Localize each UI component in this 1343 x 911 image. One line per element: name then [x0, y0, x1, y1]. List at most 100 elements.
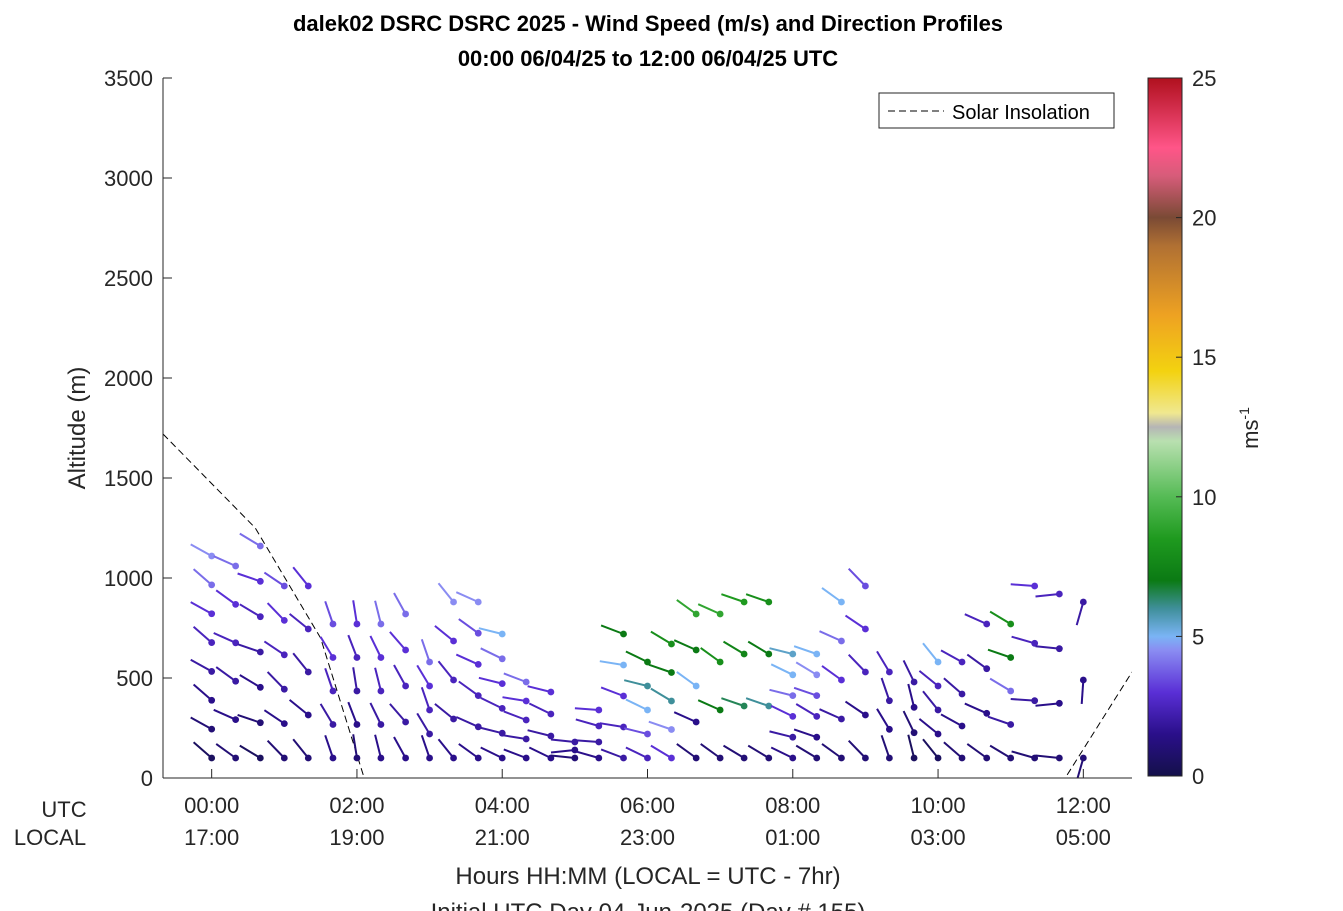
barb-point: [498, 680, 506, 687]
barb-point: [934, 754, 942, 762]
barb-shaft: [847, 654, 867, 673]
barb-shaft: [527, 729, 552, 737]
barb-shaft: [393, 736, 407, 759]
barb-shaft: [503, 710, 527, 721]
colorbar-ticks: 0 5 10 15 20 25: [1176, 66, 1216, 789]
barb-shaft: [263, 709, 285, 725]
barb-shaft: [455, 653, 479, 666]
barb-point: [498, 754, 506, 762]
wind-barbs: [190, 532, 1087, 778]
barb-shaft: [352, 734, 358, 759]
barb-point: [620, 661, 627, 669]
x-tick-label-local: 01:00: [765, 825, 820, 850]
barb-point: [522, 678, 530, 686]
y-tick-label: 1500: [104, 466, 153, 491]
barb-point: [256, 754, 264, 762]
barb-shaft: [192, 626, 213, 644]
barb-shaft: [239, 744, 261, 759]
barb-point: [862, 668, 869, 676]
barb-shaft: [478, 726, 503, 735]
x-tick-label-utc: 00:00: [184, 793, 239, 818]
barb-shaft: [600, 624, 624, 635]
barb-shaft: [989, 610, 1012, 625]
barb-shaft: [880, 734, 891, 759]
barb-shaft: [966, 653, 988, 670]
barb-shaft: [420, 686, 431, 711]
barb-point: [692, 718, 700, 726]
barb-shaft: [697, 603, 721, 615]
barb-point: [304, 711, 312, 719]
barb-point: [304, 754, 312, 762]
barb-point: [426, 682, 433, 690]
barb-shaft: [575, 750, 600, 759]
y-tick-label: 500: [116, 666, 153, 691]
barb-point: [983, 665, 991, 673]
barb-point: [256, 577, 264, 585]
barb-point: [644, 706, 651, 714]
barb-shaft: [369, 635, 382, 658]
barb-point: [595, 754, 603, 762]
barb-shaft: [987, 648, 1012, 659]
barb-point: [765, 702, 773, 710]
barb-point: [256, 683, 264, 691]
colorbar-tick-label: 5: [1192, 624, 1204, 649]
barb-shaft: [1035, 593, 1060, 598]
barb-shaft: [374, 600, 382, 625]
barb-shaft: [721, 593, 745, 603]
barb-point: [885, 668, 893, 676]
barb-shaft: [458, 743, 479, 759]
barb-point: [910, 678, 918, 686]
barb-point: [692, 682, 700, 690]
barb-shaft: [389, 631, 407, 651]
barb-shaft: [239, 532, 261, 547]
barb-shaft: [650, 630, 672, 645]
barb-point: [644, 682, 651, 690]
barb-point: [838, 637, 845, 645]
barb-point: [692, 610, 700, 618]
barb-shaft: [648, 720, 672, 731]
barb-shaft: [943, 741, 963, 759]
barb-shaft: [455, 591, 479, 603]
barb-shaft: [478, 627, 503, 635]
barb-shaft: [266, 602, 286, 622]
barb-point: [571, 754, 579, 762]
barb-shaft: [434, 625, 455, 642]
barb-shaft: [902, 659, 915, 683]
barb-point: [208, 581, 216, 589]
barb-shaft: [964, 613, 988, 625]
barb-shaft: [940, 649, 963, 663]
barb-shaft: [821, 587, 843, 603]
barb-point: [668, 726, 675, 733]
barb-point: [838, 598, 845, 606]
barb-shaft: [844, 700, 866, 716]
barb-shaft: [1011, 635, 1035, 645]
barb-point: [208, 668, 216, 675]
barb-shaft: [648, 663, 672, 674]
barb-point: [280, 651, 288, 659]
barb-shaft: [847, 568, 867, 587]
x-tick-label-utc: 08:00: [765, 793, 820, 818]
barb-point: [934, 682, 942, 690]
barb-point: [402, 754, 410, 762]
barb-shaft: [502, 696, 527, 702]
barb-shaft: [324, 600, 334, 625]
barb-shaft: [239, 674, 261, 689]
barb-point: [304, 668, 312, 676]
barb-point: [958, 754, 966, 762]
barb-shaft: [263, 640, 285, 656]
barb-point: [595, 738, 603, 746]
barb-point: [280, 720, 288, 727]
barb-point: [740, 650, 748, 658]
barb-shaft: [1035, 702, 1060, 707]
barb-shaft: [673, 711, 697, 723]
barb-point: [885, 725, 893, 733]
barb-shaft: [700, 647, 721, 663]
barb-shaft: [215, 666, 237, 683]
barb-point: [353, 754, 361, 762]
barb-point: [547, 688, 555, 696]
barb-point: [813, 713, 821, 720]
barb-shaft: [623, 727, 648, 735]
barb-point: [353, 721, 361, 728]
barb-shaft: [478, 676, 503, 685]
barb-point: [813, 671, 821, 679]
